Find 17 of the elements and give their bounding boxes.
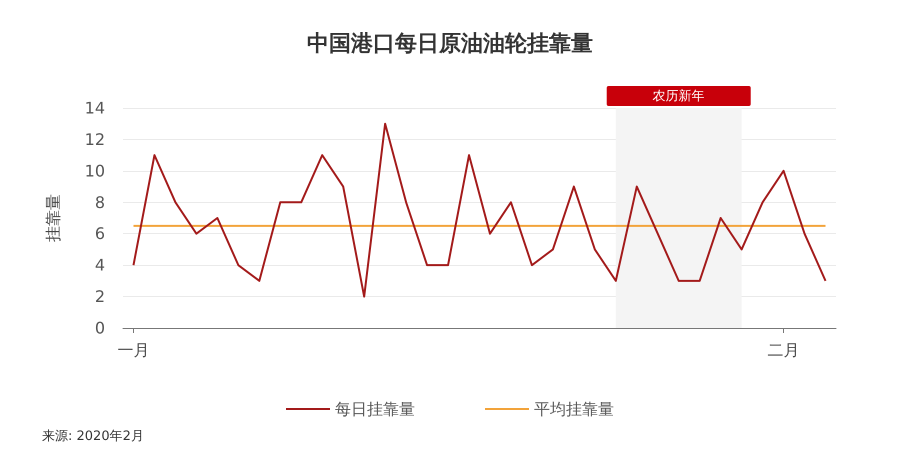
x-tick-label: 二月 [768, 340, 800, 360]
y-tick-label: 12 [84, 130, 105, 149]
y-tick-label: 2 [94, 287, 105, 306]
line-series [132, 122, 827, 298]
legend-label: 平均挂靠量 [534, 400, 614, 418]
y-tick-label: 10 [84, 161, 105, 180]
source-note: 来源: 2020年2月 [42, 429, 144, 444]
x-tick-label: 一月 [117, 340, 150, 360]
y-tick-label: 6 [94, 224, 105, 244]
y-axis-title: 挂靠量 [44, 194, 62, 242]
legend-label: 每日挂靠量 [335, 400, 415, 418]
y-tick-label: 0 [94, 318, 105, 338]
y-tick-label: 8 [94, 192, 105, 212]
chart-title: 中国港口每日原油油轮挂靠量 [307, 32, 593, 56]
y-tick-label: 4 [94, 256, 105, 275]
text: 农历新年 [652, 89, 705, 104]
y-tick-label: 14 [84, 98, 105, 118]
